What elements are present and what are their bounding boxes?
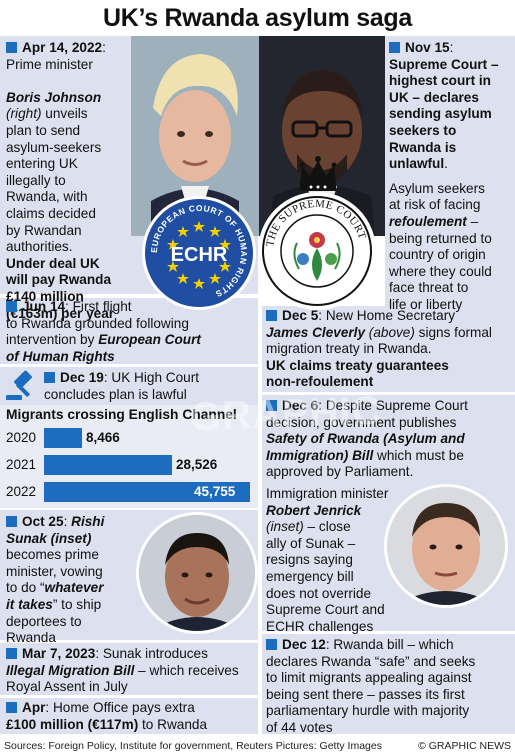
gavel-icon	[4, 368, 38, 402]
footer: Sources: Foreign Policy, Institute for g…	[0, 736, 515, 756]
square-bullet-icon	[6, 516, 17, 527]
watermark: GRAPHIC	[189, 388, 383, 440]
panel-dec5	[262, 306, 515, 392]
crown-icon	[296, 154, 340, 194]
name-boris-johnson: Boris Johnson	[6, 89, 102, 105]
square-bullet-icon	[6, 702, 17, 713]
panel-mar7	[0, 643, 258, 695]
text-dec12: Dec 12: Rwanda bill – which declares Rwa…	[266, 637, 476, 735]
text-apr14: Apr 14, 2022: Prime minister Boris Johns…	[6, 40, 115, 321]
echr-logo: EUROPEAN COURT OF HUMAN RIGHTS ECHR	[142, 196, 256, 310]
text-dec6: Dec 6: Despite Supreme Court decision, g…	[266, 398, 468, 480]
square-bullet-icon	[266, 400, 277, 411]
square-bullet-icon	[266, 310, 277, 321]
supreme-court-logo: THE SUPREME COURT	[258, 192, 376, 310]
chart-title: Migrants crossing English Channel	[6, 407, 237, 422]
echr-text: ECHR	[171, 244, 228, 266]
photo-rishi-sunak	[136, 512, 258, 634]
text-oct25: Oct 25: Rishi Sunak (inset) becomes prim…	[6, 514, 105, 646]
square-bullet-icon	[6, 301, 17, 312]
text-dec5: Dec 5: New Home Secretary James Cleverly…	[266, 308, 492, 390]
text-jenrick: Immigration minister Robert Jenrick (ins…	[266, 486, 389, 634]
square-bullet-icon	[389, 42, 400, 53]
footer-sources: Sources: Foreign Policy, Institute for g…	[4, 740, 382, 752]
text-jun14: Jun 14: First flight to Rwanda grounded …	[6, 299, 201, 364]
text-apr: Apr: Home Office pays extra £100 million…	[6, 700, 207, 732]
chart-bar	[44, 482, 250, 502]
chart-year-label: 2022	[6, 484, 37, 499]
chart-value-label: 8,466	[86, 430, 120, 445]
chart-year-label: 2021	[6, 457, 37, 472]
chart-year-label: 2020	[6, 430, 37, 445]
square-bullet-icon	[6, 42, 17, 53]
chart-bar	[44, 428, 82, 448]
date-apr14: Apr 14, 2022	[22, 40, 103, 55]
text-dec19: Dec 19: UK High Court concludes plan is …	[44, 370, 200, 402]
square-bullet-icon	[44, 372, 55, 383]
panel-nov15	[385, 36, 515, 306]
text-mar7: Mar 7, 2023: Sunak introduces Illegal Mi…	[6, 646, 239, 695]
chart-value-label: 28,526	[176, 457, 218, 472]
footer-credit: © GRAPHIC NEWS	[418, 740, 511, 752]
chart-bar	[44, 455, 172, 475]
chart-value-label: 45,755	[194, 484, 236, 499]
text-nov15: Nov 15: Supreme Court – highest court in…	[389, 40, 499, 312]
square-bullet-icon	[266, 639, 277, 650]
square-bullet-icon	[6, 648, 17, 659]
panel-apr	[0, 698, 258, 734]
panel-jun14	[0, 298, 258, 364]
photo-robert-jenrick	[384, 484, 508, 608]
page-title: UK’s Rwanda asylum saga	[103, 4, 412, 32]
panel-dec19	[0, 367, 258, 405]
panel-dec12	[262, 634, 515, 734]
